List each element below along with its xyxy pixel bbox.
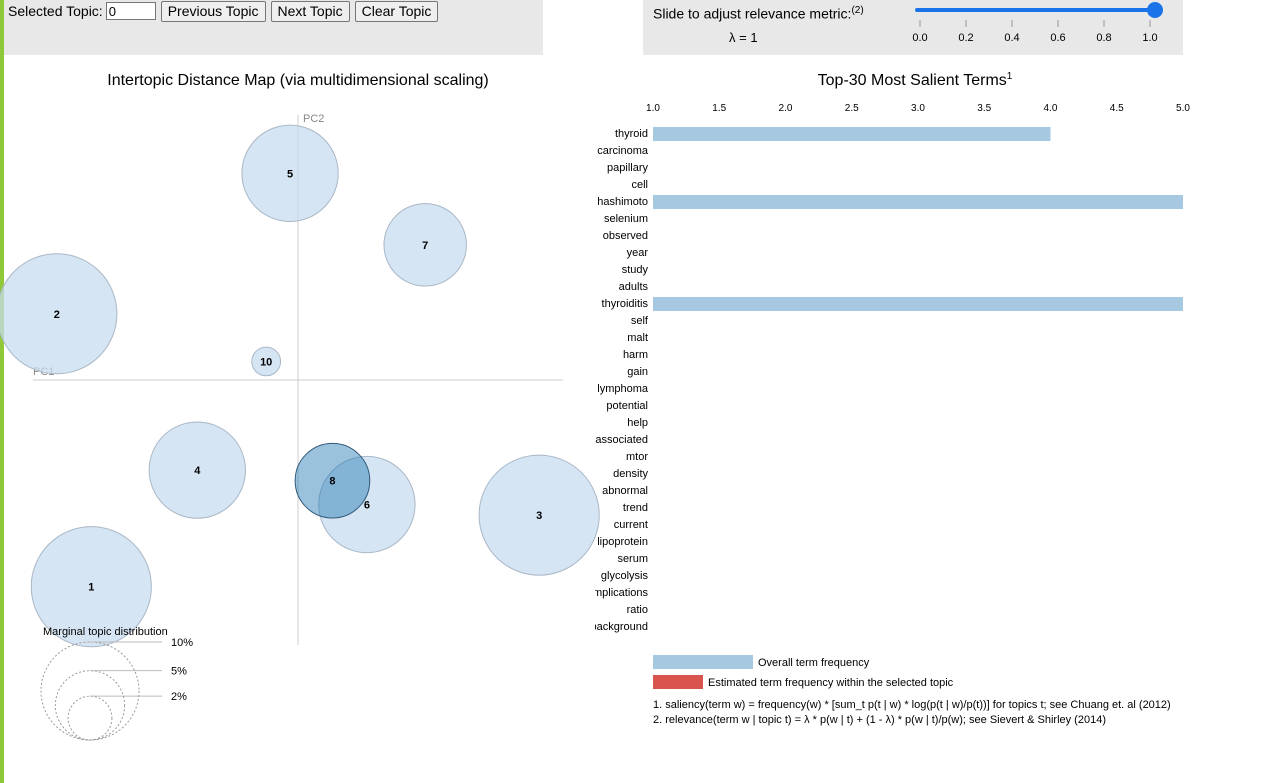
term-label[interactable]: carcinoma: [597, 145, 649, 157]
topic-label-10: 10: [260, 356, 272, 368]
term-bar-thyroid[interactable]: [653, 127, 1051, 141]
topic-label-7: 7: [422, 240, 428, 252]
term-label[interactable]: harm: [623, 349, 648, 361]
term-label[interactable]: abnormal: [602, 485, 648, 497]
relevance-slider[interactable]: 0.0 0.2 0.4 0.6 0.8 1.0: [643, 0, 1183, 55]
topic-controls-panel: Selected Topic: Previous Topic Next Topi…: [4, 0, 543, 55]
next-topic-button[interactable]: Next Topic: [270, 0, 350, 22]
slider-tick-label: 0.0: [912, 32, 927, 44]
topic-bubble-2[interactable]: [0, 253, 118, 375]
clear-topic-button[interactable]: Clear Topic: [354, 0, 439, 22]
slider-tick-label: 0.4: [1004, 32, 1019, 44]
bar-axis-tick-label: 5.0: [1176, 103, 1190, 114]
topic-bubble-7[interactable]: [383, 203, 467, 287]
selected-topic-label: Selected Topic:: [8, 3, 103, 19]
intertopic-distance-map: Intertopic Distance Map (via multidimens…: [0, 72, 600, 741]
bar-axis-tick-label: 4.0: [1044, 103, 1058, 114]
topic-label-4: 4: [194, 465, 201, 477]
lambda-value-label: λ = 1: [729, 30, 758, 45]
legend-topic-swatch: [653, 675, 703, 689]
term-label[interactable]: selenium: [604, 213, 648, 225]
term-label[interactable]: adults: [619, 281, 649, 293]
term-label[interactable]: mtor: [626, 451, 648, 463]
term-label[interactable]: serum: [617, 553, 648, 565]
pc2-label: PC2: [303, 113, 324, 125]
footnote-relevance: 2. relevance(term w | topic t) = λ * p(w…: [653, 714, 1106, 726]
legend-overall-swatch: [653, 655, 753, 669]
mds-title: Intertopic Distance Map (via multidimens…: [107, 72, 489, 89]
term-label[interactable]: observed: [603, 230, 648, 242]
marginal-circle: [40, 641, 140, 741]
term-label[interactable]: density: [613, 468, 648, 480]
term-label[interactable]: papillary: [607, 162, 648, 174]
topic-bubble-1[interactable]: [30, 526, 152, 648]
bar-axis-tick-label: 4.5: [1110, 103, 1124, 114]
bar-axis-tick-label: 3.5: [977, 103, 991, 114]
term-label[interactable]: ratio: [627, 604, 648, 616]
legend-overall-label: Overall term frequency: [758, 657, 870, 669]
bar-chart-title: Top-30 Most Salient Terms1: [818, 71, 1013, 89]
slider-thumb[interactable]: [1147, 2, 1163, 18]
term-label[interactable]: lymphoma: [597, 383, 649, 395]
marginal-level-label: 5%: [171, 666, 187, 678]
topic-label-1: 1: [88, 582, 94, 594]
term-label[interactable]: potential: [606, 400, 648, 412]
term-label[interactable]: gain: [627, 366, 648, 378]
slider-tick-label: 0.2: [958, 32, 973, 44]
topic-bubble-5[interactable]: [241, 124, 339, 222]
term-label[interactable]: thyroid: [615, 128, 648, 140]
term-bar-hashimoto[interactable]: [653, 195, 1183, 209]
bar-axis-tick-label: 3.0: [911, 103, 925, 114]
term-label[interactable]: hashimoto: [597, 196, 648, 208]
term-label[interactable]: cell: [631, 179, 648, 191]
footnote-saliency: 1. saliency(term w) = frequency(w) * [su…: [653, 699, 1171, 711]
term-label[interactable]: glycolysis: [601, 570, 649, 582]
term-label[interactable]: self: [631, 315, 649, 327]
marginal-title: Marginal topic distribution: [43, 626, 168, 638]
term-label[interactable]: implications: [595, 587, 648, 599]
relevance-slider-label: Slide to adjust relevance metric:(2): [653, 5, 864, 22]
topic-bubble-3[interactable]: [478, 454, 600, 576]
bar-axis-tick-label: 2.0: [779, 103, 793, 114]
topic-bubble-4[interactable]: [148, 421, 246, 519]
term-label[interactable]: help: [627, 417, 648, 429]
legend-topic-label: Estimated term frequency within the sele…: [708, 677, 954, 689]
topic-label-6: 6: [364, 500, 370, 512]
slider-fill: [915, 8, 1155, 12]
topic-label-8: 8: [329, 476, 335, 488]
term-label[interactable]: background: [595, 621, 648, 633]
term-label[interactable]: associated: [595, 434, 648, 446]
topic-bubble-10[interactable]: [251, 346, 282, 377]
marginal-circle: [54, 670, 126, 741]
previous-topic-button[interactable]: Previous Topic: [160, 0, 266, 22]
topic-bubble-8[interactable]: [294, 442, 371, 519]
term-label[interactable]: year: [627, 247, 649, 259]
slider-tick-label: 0.6: [1050, 32, 1065, 44]
term-label[interactable]: lipoprotein: [597, 536, 648, 548]
term-label[interactable]: trend: [623, 502, 648, 514]
left-accent-bar: [0, 0, 4, 783]
selected-topic-input[interactable]: [105, 2, 156, 20]
marginal-level-label: 2%: [171, 691, 187, 703]
marginal-level-label: 10%: [171, 637, 193, 649]
topic-label-3: 3: [536, 510, 542, 522]
salient-terms-chart: Top-30 Most Salient Terms1 1.0 1.5 2.0 2.5 3…: [595, 71, 1190, 726]
slider-tick-label: 0.8: [1096, 32, 1111, 44]
term-label[interactable]: study: [622, 264, 649, 276]
bar-axis-tick-label: 1.0: [646, 103, 660, 114]
bar-axis-tick-label: 1.5: [712, 103, 726, 114]
slider-tick-label: 1.0: [1142, 32, 1157, 44]
term-label[interactable]: thyroiditis: [602, 298, 649, 310]
topic-bubble-6[interactable]: [318, 455, 416, 554]
bar-axis-tick-label: 2.5: [845, 103, 859, 114]
relevance-panel: Slide to adjust relevance metric:(2) λ =…: [643, 0, 1183, 55]
term-bar-thyroiditis[interactable]: [653, 297, 1183, 311]
topic-label-2: 2: [54, 309, 60, 321]
marginal-circle: [67, 695, 113, 741]
term-label[interactable]: malt: [627, 332, 648, 344]
term-label[interactable]: current: [614, 519, 648, 531]
topic-label-5: 5: [287, 168, 293, 180]
